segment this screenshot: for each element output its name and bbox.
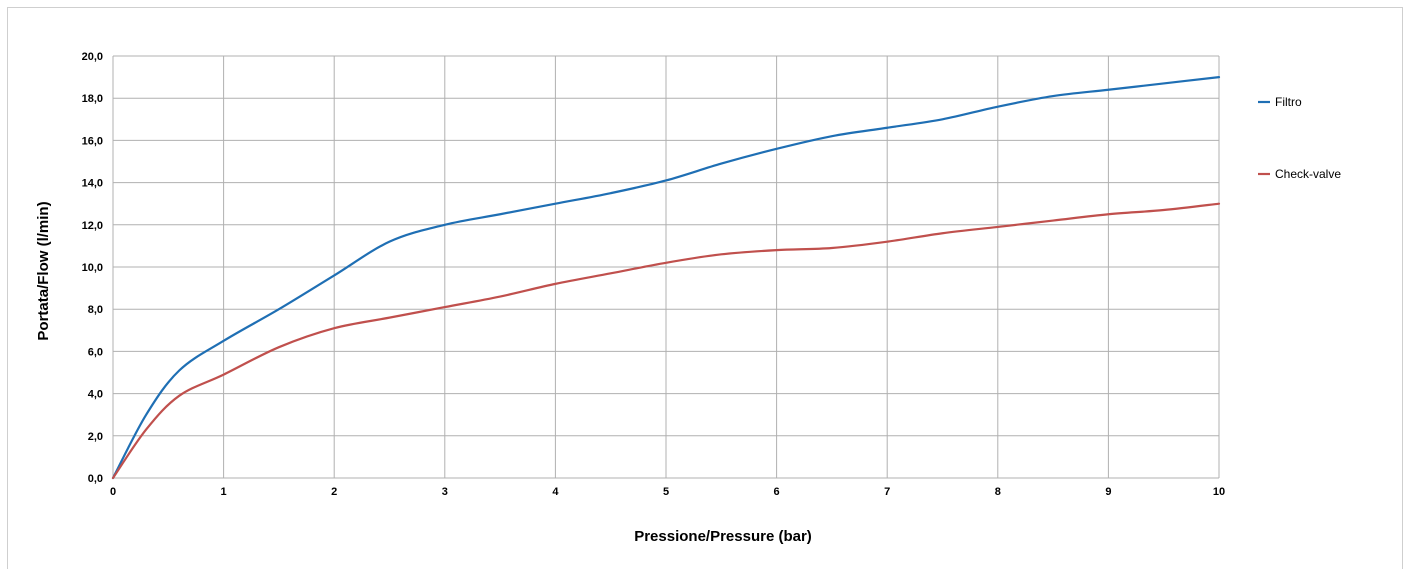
y-tick-label: 4,0: [88, 389, 103, 401]
y-tick-label: 12,0: [82, 220, 103, 232]
grid: [112, 55, 1220, 479]
x-tick-label: 2: [331, 486, 337, 498]
series-line-filtro: [111, 76, 1221, 480]
y-tick-label: 0,0: [88, 473, 103, 485]
x-tick-label: 4: [552, 486, 559, 498]
y-tick-label: 8,0: [88, 304, 103, 316]
x-tick-label: 10: [1213, 486, 1225, 498]
tick-labels: 0 1 2 3 4 5 6 7 8 9 10 0,0 2,0 4,0 6,0 8,0 10,0 12,0 14,0 1…: [82, 51, 1226, 498]
y-tick-label: 16,0: [82, 135, 103, 147]
x-tick-label: 1: [221, 486, 227, 498]
x-axis-title: Pressione/Pressure (bar): [634, 528, 812, 545]
x-tick-label: 9: [1105, 486, 1111, 498]
series-line-check-valve: [111, 202, 1221, 480]
chart-frame: 0 1 2 3 4 5 6 7 8 9 10 0,0 2,0 4,0 6,0 8,0 10,0 12,0 14,0 1…: [7, 7, 1403, 569]
y-tick-label: 6,0: [88, 346, 103, 358]
x-tick-label: 0: [110, 486, 116, 498]
line-chart: 0 1 2 3 4 5 6 7 8 9 10 0,0 2,0 4,0 6,0 8,0 10,0 12,0 14,0 1…: [35, 51, 1341, 545]
series-lines: [111, 76, 1221, 480]
y-tick-label: 2,0: [88, 431, 103, 443]
legend-item: Filtro: [1258, 95, 1302, 109]
x-tick-label: 5: [663, 486, 669, 498]
y-tick-label: 20,0: [82, 51, 103, 63]
legend-item: Check-valve: [1258, 167, 1341, 181]
legend-label: Check-valve: [1275, 167, 1341, 181]
x-tick-label: 6: [774, 486, 780, 498]
y-axis-title: Portata/Flow (l/min): [35, 201, 52, 340]
legend-label: Filtro: [1275, 95, 1302, 109]
y-tick-label: 18,0: [82, 93, 103, 105]
x-tick-label: 7: [884, 486, 890, 498]
y-tick-label: 14,0: [82, 178, 103, 190]
x-tick-label: 3: [442, 486, 448, 498]
x-tick-label: 8: [995, 486, 1001, 498]
y-tick-label: 10,0: [82, 262, 103, 274]
legend: Filtro Check-valve: [1258, 95, 1341, 181]
